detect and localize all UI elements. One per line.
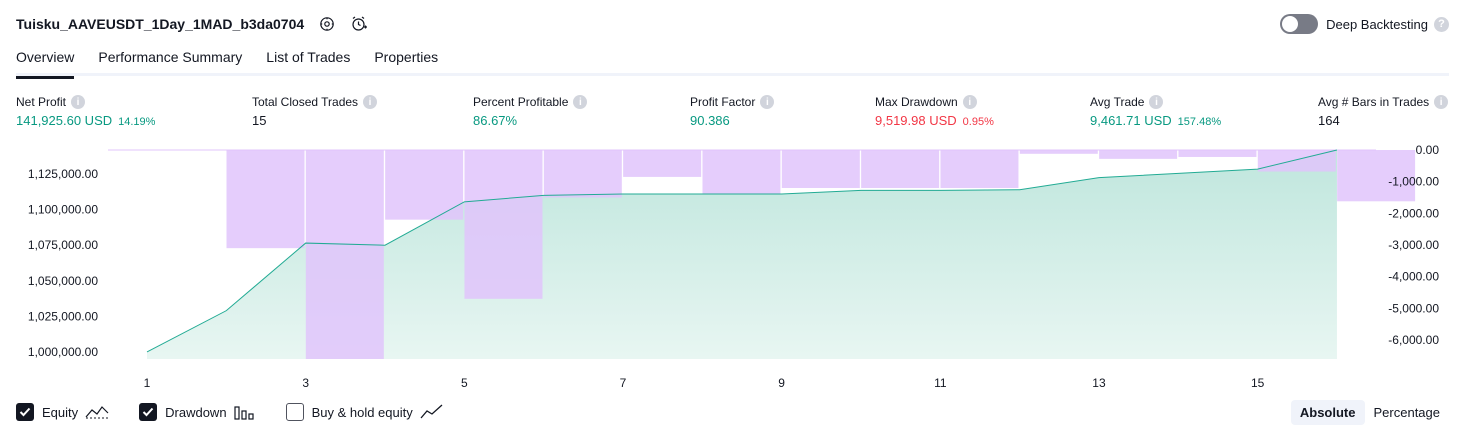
tab-list-of-trades[interactable]: List of Trades <box>266 49 351 65</box>
legend-equity[interactable]: Equity <box>16 403 109 421</box>
right-axis-tick-label: -5,000.00 <box>1388 301 1439 315</box>
drawdown-bar <box>305 150 384 359</box>
x-axis-tick-label: 1 <box>144 376 151 390</box>
x-axis-tick-label: 7 <box>620 376 627 390</box>
max-drawdown-label: Max Drawdown <box>875 95 958 109</box>
metric-profit-factor: Profit Factor i 90.386 <box>690 94 775 128</box>
deep-backtesting-label: Deep Backtesting <box>1326 16 1428 32</box>
right-axis-tick-label: 0.00 <box>1416 143 1440 157</box>
drawdown-checkbox[interactable] <box>139 403 158 421</box>
buy-hold-line-icon <box>420 403 444 421</box>
drawdown-label: Drawdown <box>165 404 227 420</box>
equity-area <box>147 150 1337 359</box>
x-axis-tick-label: 15 <box>1251 376 1265 390</box>
buy-hold-checkbox[interactable] <box>285 403 304 421</box>
help-icon[interactable]: ? <box>1434 16 1449 32</box>
x-axis-tick-label: 3 <box>302 376 309 390</box>
net-profit-label: Net Profit <box>16 95 67 109</box>
info-icon[interactable]: i <box>1434 95 1449 109</box>
chart-legend: Equity Drawdown Buy & hold equity <box>16 403 474 421</box>
legend-drawdown[interactable]: Drawdown <box>139 403 255 421</box>
percent-profitable-label: Percent Profitable <box>473 95 569 109</box>
left-axis-tick-label: 1,100,000.00 <box>28 203 98 217</box>
drawdown-bar <box>1178 150 1257 157</box>
drawdown-bar <box>861 150 940 188</box>
display-mode-toggle: Absolute Percentage <box>1290 400 1449 425</box>
absolute-button[interactable]: Absolute <box>1290 400 1365 425</box>
avg-trade-value: 9,461.71 USD <box>1090 113 1172 128</box>
drawdown-bar <box>1099 150 1178 159</box>
buy-hold-label: Buy & hold equity <box>311 404 413 420</box>
percentage-button[interactable]: Percentage <box>1373 405 1441 420</box>
toggle-knob <box>1282 16 1299 32</box>
left-axis-tick-label: 1,125,000.00 <box>28 167 98 181</box>
x-axis-tick-label: 11 <box>934 376 947 390</box>
strategy-header: Tuisku_AAVEUSDT_1Day_1MAD_b3da0704 <box>16 12 368 36</box>
drawdown-bar <box>623 150 702 177</box>
strategy-title: Tuisku_AAVEUSDT_1Day_1MAD_b3da0704 <box>16 16 305 32</box>
drawdown-bar <box>464 150 543 299</box>
report-tabs: Overview Performance Summary List of Tra… <box>16 46 1449 79</box>
net-profit-percent: 14.19% <box>118 116 156 128</box>
info-icon[interactable]: i <box>1149 95 1164 109</box>
legend-buy-hold[interactable]: Buy & hold equity <box>285 403 444 421</box>
drawdown-bar <box>1337 150 1416 202</box>
left-axis-tick-label: 1,025,000.00 <box>28 309 98 323</box>
metric-avg-bars: Avg # Bars in Trades i 164 <box>1318 94 1449 128</box>
deep-backtesting-toggle[interactable] <box>1280 14 1319 34</box>
right-axis-tick-label: -6,000.00 <box>1388 333 1439 347</box>
equity-checkbox[interactable] <box>16 403 34 421</box>
info-icon[interactable]: i <box>760 95 775 109</box>
max-drawdown-percent: 0.95% <box>962 116 994 128</box>
equity-drawdown-chart[interactable]: 1,000,000.00 1,025,000.00 1,050,000.00 1,07… <box>0 140 1466 398</box>
avg-bars-label: Avg # Bars in Trades <box>1318 95 1430 109</box>
tab-properties[interactable]: Properties <box>374 49 439 65</box>
equity-label: Equity <box>42 404 79 420</box>
right-axis-tick-label: -3,000.00 <box>1388 238 1439 252</box>
metric-net-profit: Net Profit i 141,925.60 USD 14.19% <box>16 94 155 128</box>
info-icon[interactable]: i <box>573 95 588 109</box>
profit-factor-value: 90.386 <box>690 113 730 128</box>
metric-total-closed-trades: Total Closed Trades i 15 <box>252 94 378 128</box>
total-closed-trades-value: 15 <box>252 113 267 128</box>
profit-factor-label: Profit Factor <box>690 95 756 109</box>
equity-line <box>146 149 1338 353</box>
x-axis-tick-label: 9 <box>778 376 785 390</box>
drawdown-bar <box>1019 150 1098 154</box>
right-axis-tick-label: -2,000.00 <box>1388 206 1439 220</box>
info-icon[interactable]: i <box>363 95 378 109</box>
drawdown-bar <box>385 150 464 220</box>
metric-avg-trade: Avg Trade i 9,461.71 USD 157.48% <box>1090 94 1221 128</box>
drawdown-bar <box>702 150 781 195</box>
max-drawdown-value: 9,519.98 USD <box>875 113 957 128</box>
avg-trade-percent: 157.48% <box>1177 116 1222 128</box>
left-axis-tick-label: 1,050,000.00 <box>28 274 98 288</box>
tab-overview[interactable]: Overview <box>16 46 75 79</box>
settings-icon[interactable] <box>318 15 336 33</box>
x-axis-tick-label: 13 <box>1092 376 1106 390</box>
drawdown-bar <box>781 150 860 188</box>
left-axis-tick-label: 1,075,000.00 <box>28 238 98 252</box>
right-axis-tick-label: -4,000.00 <box>1388 270 1439 284</box>
x-axis-tick-label: 5 <box>461 376 468 390</box>
drawdown-bar <box>543 150 622 198</box>
drawdown-bars-icon <box>233 404 256 420</box>
avg-trade-label: Avg Trade <box>1090 95 1145 109</box>
total-closed-trades-label: Total Closed Trades <box>252 95 359 109</box>
equity-line-icon <box>85 403 109 421</box>
deep-backtesting: Deep Backtesting ? <box>1280 14 1449 34</box>
metric-percent-profitable: Percent Profitable i 86.67% <box>473 94 588 128</box>
drawdown-bar <box>226 150 305 249</box>
tab-performance-summary[interactable]: Performance Summary <box>98 49 243 65</box>
percent-profitable-value: 86.67% <box>473 113 518 128</box>
left-axis-tick-label: 1,000,000.00 <box>28 345 98 359</box>
right-axis-tick-label: -1,000.00 <box>1388 175 1439 189</box>
net-profit-value: 141,925.60 USD <box>16 113 113 128</box>
info-icon[interactable]: i <box>71 95 86 109</box>
add-alert-icon[interactable] <box>350 15 368 33</box>
metric-max-drawdown: Max Drawdown i 9,519.98 USD 0.95% <box>875 94 994 128</box>
avg-bars-value: 164 <box>1318 113 1340 128</box>
drawdown-bar <box>940 150 1019 188</box>
info-icon[interactable]: i <box>962 95 977 109</box>
